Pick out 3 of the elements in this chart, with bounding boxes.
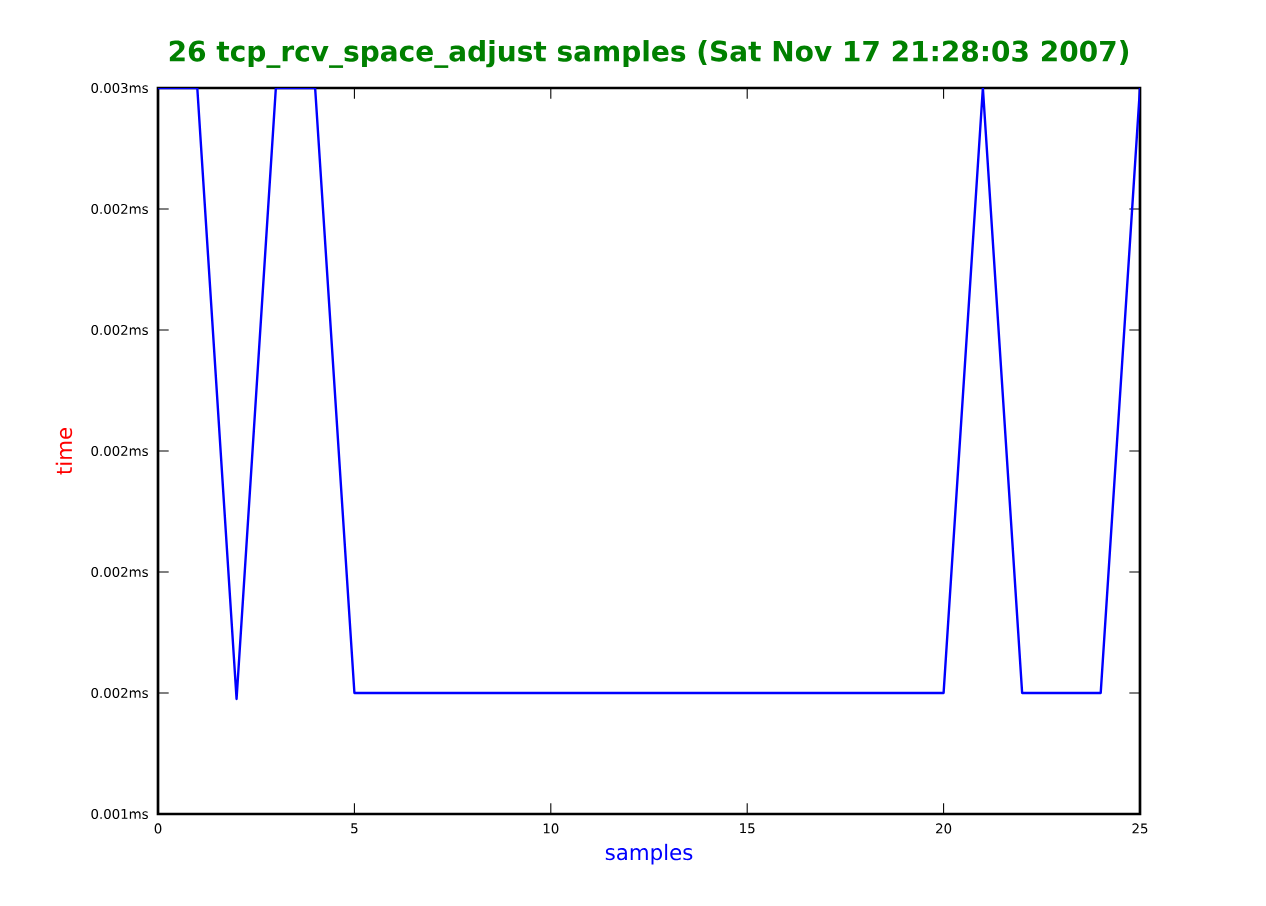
x-axis-title: samples xyxy=(605,843,693,865)
chart-title: 26 tcp_rcv_space_adjust samples (Sat Nov 17 21:28:03 2007) xyxy=(169,40,1129,68)
y-axis-title: time xyxy=(55,428,73,475)
